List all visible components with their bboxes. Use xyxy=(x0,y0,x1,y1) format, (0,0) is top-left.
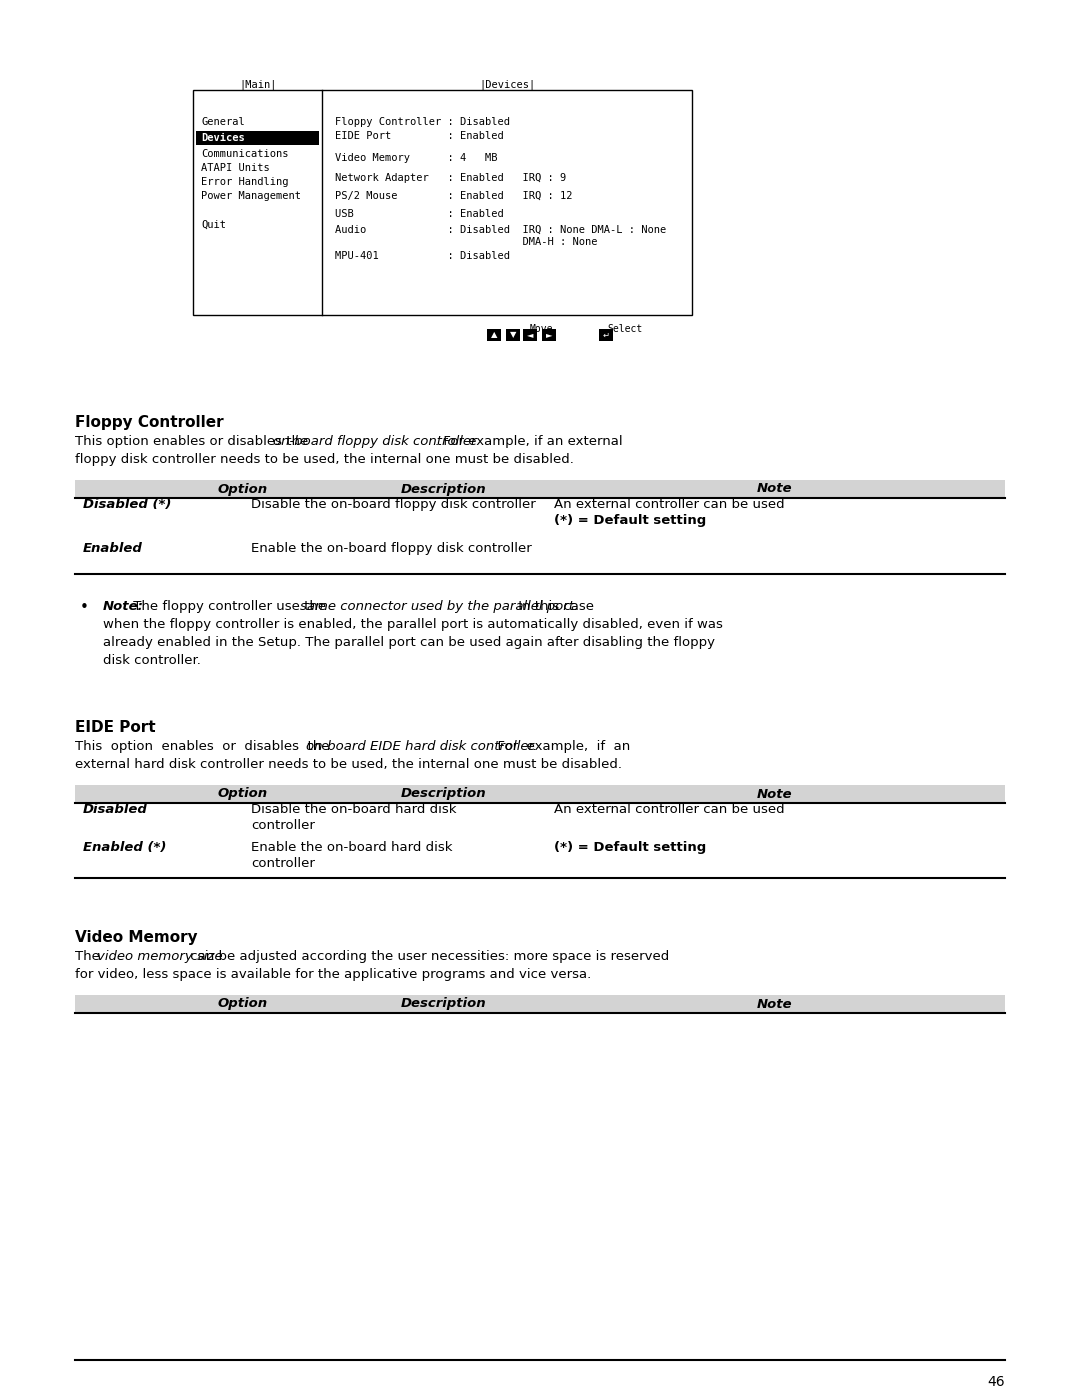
Text: Enabled: Enabled xyxy=(83,542,143,555)
Text: This option enables or disables the: This option enables or disables the xyxy=(75,434,312,448)
Text: Power Management: Power Management xyxy=(201,191,301,201)
Text: ▼: ▼ xyxy=(510,331,516,339)
Text: Floppy Controller : Disabled: Floppy Controller : Disabled xyxy=(335,117,510,127)
Text: ◄: ◄ xyxy=(527,331,534,339)
Text: Enable the on-board hard disk: Enable the on-board hard disk xyxy=(251,841,453,854)
Text: ↵: ↵ xyxy=(603,331,609,339)
Text: Communications: Communications xyxy=(201,149,288,159)
Text: ►: ► xyxy=(545,331,552,339)
Text: disk controller.: disk controller. xyxy=(103,654,201,666)
Text: Description: Description xyxy=(401,788,487,800)
Text: Enabled (*): Enabled (*) xyxy=(83,841,166,854)
Text: Option: Option xyxy=(218,788,268,800)
Text: external hard disk controller needs to be used, the internal one must be disable: external hard disk controller needs to b… xyxy=(75,759,622,771)
Text: DMA-H : None: DMA-H : None xyxy=(335,237,597,247)
Bar xyxy=(542,330,556,341)
Text: same connector used by the parallel port.: same connector used by the parallel port… xyxy=(299,599,578,613)
Text: Option: Option xyxy=(218,997,268,1010)
Text: on-board EIDE hard disk controller.: on-board EIDE hard disk controller. xyxy=(306,740,537,753)
Text: 46: 46 xyxy=(987,1375,1005,1389)
Text: |Main|: |Main| xyxy=(240,80,276,89)
Text: Select: Select xyxy=(607,324,643,334)
Text: Error Handling: Error Handling xyxy=(201,177,288,187)
Bar xyxy=(599,330,613,341)
Text: MPU-401           : Disabled: MPU-401 : Disabled xyxy=(335,251,510,261)
Text: controller: controller xyxy=(251,856,315,870)
Text: when the floppy controller is enabled, the parallel port is automatically disabl: when the floppy controller is enabled, t… xyxy=(103,617,723,631)
Text: (*) = Default setting: (*) = Default setting xyxy=(554,514,706,527)
Text: Video Memory      : 4   MB: Video Memory : 4 MB xyxy=(335,154,498,163)
Text: Disabled (*): Disabled (*) xyxy=(83,497,172,511)
Text: . For example, if an external: . For example, if an external xyxy=(435,434,622,448)
Text: In this case: In this case xyxy=(514,599,594,613)
Text: Disabled: Disabled xyxy=(83,803,148,816)
Text: Description: Description xyxy=(401,997,487,1010)
Text: Floppy Controller: Floppy Controller xyxy=(75,415,224,430)
Text: Disable the on-board hard disk: Disable the on-board hard disk xyxy=(251,803,457,816)
Text: ▲: ▲ xyxy=(490,331,497,339)
Text: USB               : Enabled: USB : Enabled xyxy=(335,210,503,219)
Text: EIDE Port         : Enabled: EIDE Port : Enabled xyxy=(335,131,503,141)
Text: Devices: Devices xyxy=(201,133,245,142)
Text: The: The xyxy=(75,950,104,963)
Text: |Devices|: |Devices| xyxy=(478,80,535,89)
Text: General: General xyxy=(201,117,245,127)
Text: ATAPI Units: ATAPI Units xyxy=(201,163,270,173)
Text: Audio             : Disabled  IRQ : None DMA-L : None: Audio : Disabled IRQ : None DMA-L : None xyxy=(335,225,666,235)
Text: controller: controller xyxy=(251,819,315,833)
Text: for video, less space is available for the applicative programs and vice versa.: for video, less space is available for t… xyxy=(75,968,591,981)
Text: Quit: Quit xyxy=(201,219,226,231)
Bar xyxy=(75,481,1005,497)
Text: Description: Description xyxy=(401,482,487,496)
Bar xyxy=(487,330,501,341)
Text: For  example,  if  an: For example, if an xyxy=(489,740,630,753)
Text: floppy disk controller needs to be used, the internal one must be disabled.: floppy disk controller needs to be used,… xyxy=(75,453,573,467)
Text: Note: Note xyxy=(757,482,793,496)
Text: Network Adapter   : Enabled   IRQ : 9: Network Adapter : Enabled IRQ : 9 xyxy=(335,173,566,183)
Text: video memory size: video memory size xyxy=(97,950,222,963)
Text: already enabled in the Setup. The parallel port can be used again after disablin: already enabled in the Setup. The parall… xyxy=(103,636,715,650)
Text: can be adjusted according the user necessities: more space is reserved: can be adjusted according the user neces… xyxy=(186,950,670,963)
Text: An external controller can be used: An external controller can be used xyxy=(554,497,785,511)
Text: Move: Move xyxy=(529,324,553,334)
Bar xyxy=(193,89,692,314)
Bar xyxy=(507,330,519,341)
Text: on-board floppy disk controller: on-board floppy disk controller xyxy=(273,434,476,448)
Text: Video Memory: Video Memory xyxy=(75,930,198,944)
Text: •: • xyxy=(80,599,89,615)
Bar xyxy=(75,785,1005,803)
Text: EIDE Port: EIDE Port xyxy=(75,719,156,735)
Text: Note: Note xyxy=(757,997,793,1010)
Text: Option: Option xyxy=(218,482,268,496)
Bar xyxy=(523,330,537,341)
Text: Note: Note xyxy=(757,788,793,800)
Text: Disable the on-board floppy disk controller: Disable the on-board floppy disk control… xyxy=(251,497,536,511)
Bar xyxy=(75,995,1005,1013)
Text: An external controller can be used: An external controller can be used xyxy=(554,803,785,816)
Text: This  option  enables  or  disables  the: This option enables or disables the xyxy=(75,740,338,753)
Text: The floppy controller use the: The floppy controller use the xyxy=(130,599,330,613)
Text: PS/2 Mouse        : Enabled   IRQ : 12: PS/2 Mouse : Enabled IRQ : 12 xyxy=(335,191,572,201)
Text: (*) = Default setting: (*) = Default setting xyxy=(554,841,706,854)
Text: Enable the on-board floppy disk controller: Enable the on-board floppy disk controll… xyxy=(251,542,531,555)
Bar xyxy=(195,131,319,145)
Text: Note:: Note: xyxy=(103,599,144,613)
